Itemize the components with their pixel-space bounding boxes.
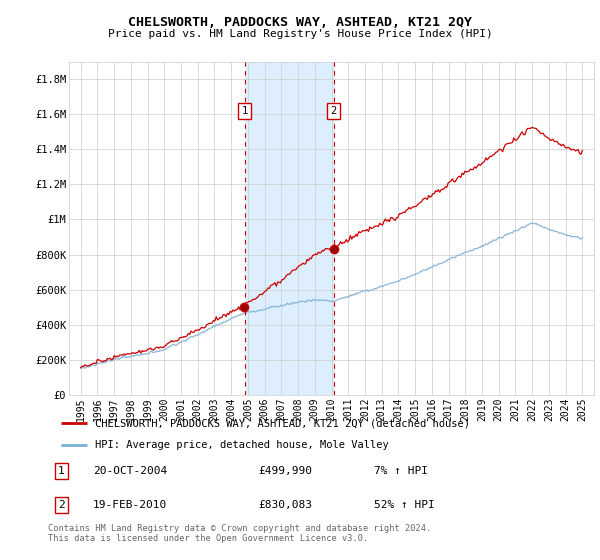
Text: 1: 1 [241, 106, 248, 116]
Text: £499,990: £499,990 [258, 466, 312, 476]
Text: £830,083: £830,083 [258, 500, 312, 510]
Text: 2: 2 [331, 106, 337, 116]
Text: CHELSWORTH, PADDOCKS WAY, ASHTEAD, KT21 2QY: CHELSWORTH, PADDOCKS WAY, ASHTEAD, KT21 … [128, 16, 472, 29]
Text: HPI: Average price, detached house, Mole Valley: HPI: Average price, detached house, Mole… [95, 440, 389, 450]
Text: 7% ↑ HPI: 7% ↑ HPI [373, 466, 427, 476]
Text: 2: 2 [58, 500, 65, 510]
Text: 1: 1 [58, 466, 65, 476]
Text: CHELSWORTH, PADDOCKS WAY, ASHTEAD, KT21 2QY (detached house): CHELSWORTH, PADDOCKS WAY, ASHTEAD, KT21 … [95, 418, 470, 428]
Text: 20-OCT-2004: 20-OCT-2004 [92, 466, 167, 476]
Bar [245, 62, 334, 395]
Text: Contains HM Land Registry data © Crown copyright and database right 2024.
This d: Contains HM Land Registry data © Crown c… [48, 524, 431, 543]
Text: Price paid vs. HM Land Registry's House Price Index (HPI): Price paid vs. HM Land Registry's House … [107, 29, 493, 39]
Text: 19-FEB-2010: 19-FEB-2010 [92, 500, 167, 510]
Text: 52% ↑ HPI: 52% ↑ HPI [373, 500, 434, 510]
